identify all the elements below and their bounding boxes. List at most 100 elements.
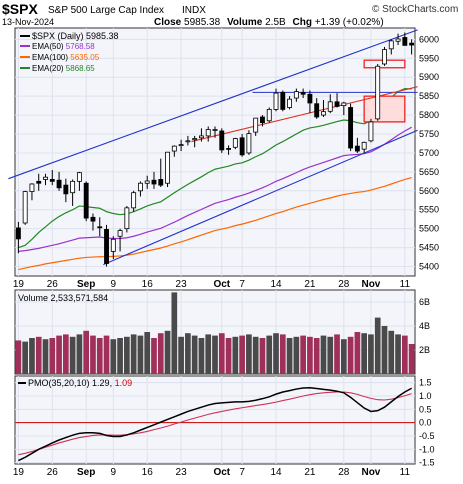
- candle-body: [192, 138, 198, 141]
- candle-body: [246, 133, 252, 154]
- candle-body: [388, 40, 394, 50]
- volume-tick-label: 2B: [419, 345, 430, 355]
- x-tick-label-bottom: 28: [338, 467, 350, 478]
- candle-body: [56, 179, 62, 189]
- volume-bar: [42, 339, 49, 374]
- volume-bar: [212, 335, 218, 374]
- legend-label-ema20: EMA(20) 5868.65: [32, 64, 95, 73]
- x-tick-label-top: Nov: [361, 279, 380, 290]
- candle-body: [321, 111, 326, 116]
- candle-body: [144, 180, 150, 184]
- candle-body: [22, 191, 28, 224]
- candle-body: [382, 49, 387, 65]
- volume-bar: [178, 336, 184, 374]
- candle-body: [97, 226, 103, 229]
- volume-bar: [185, 333, 191, 374]
- candle-body: [280, 91, 286, 110]
- candle-body: [110, 238, 116, 252]
- x-tick-label-bottom: Nov: [361, 467, 380, 478]
- price-tick-label: 5400: [419, 262, 439, 272]
- volume-bar: [239, 335, 245, 374]
- volume-label: Volume 2,533,571,584: [18, 293, 108, 303]
- x-tick-label-bottom: 16: [142, 467, 154, 478]
- volume-bar: [266, 335, 273, 374]
- pmo-tick-label: -0.5: [419, 431, 435, 441]
- candle-body: [239, 137, 245, 156]
- candle-body: [117, 230, 123, 237]
- volume-bar: [171, 292, 178, 374]
- volume-bar: [327, 336, 334, 374]
- x-tick-label-top: 19: [13, 279, 25, 290]
- pmo-tick-label: 1.5: [419, 378, 432, 388]
- legend-label-ema50: EMA(50) 5768.58: [32, 42, 95, 51]
- x-tick-label-bottom: Oct: [213, 467, 230, 478]
- candle-body: [395, 38, 401, 42]
- candle-body: [219, 130, 225, 151]
- volume-bar: [279, 334, 286, 374]
- pmo-tick-label: 1.0: [419, 391, 432, 401]
- x-tick-label-bottom: 14: [270, 467, 282, 478]
- index-name: S&P 500 Large Cap Index: [48, 5, 164, 16]
- candle-body: [70, 180, 76, 194]
- volume-bar: [117, 338, 123, 374]
- candle-body: [171, 145, 177, 152]
- candle-body: [341, 102, 347, 107]
- volume-bar: [15, 340, 22, 374]
- price-tick-label: 5750: [419, 129, 439, 139]
- highlight-box: [363, 95, 406, 123]
- volume-bar: [137, 335, 144, 374]
- pmo-line: [18, 386, 412, 462]
- pmo-label: PMO(35,20,10) 1.29, 1.09: [28, 378, 132, 388]
- candle-body: [368, 121, 374, 142]
- volume-bar: [246, 334, 252, 374]
- price-tick-label: 5950: [419, 53, 439, 63]
- x-axis-top: 19 26 Sep 9 16 23 Oct 7 14 21 28 Nov 11: [13, 279, 411, 290]
- candle-body: [212, 129, 218, 131]
- candle-body: [43, 176, 48, 180]
- candle-body: [293, 91, 299, 99]
- candle-body: [361, 141, 367, 150]
- volume-bar: [22, 341, 29, 374]
- x-tick-label-bottom: 23: [176, 467, 188, 478]
- trend-lines: [8, 29, 418, 266]
- volume-bar: [395, 334, 401, 374]
- x-tick-label-top: 21: [304, 279, 316, 290]
- price-legend: $SPX (Daily) 5985.38 EMA(50) 5768.58 EMA…: [20, 31, 119, 73]
- trendline: [103, 129, 418, 266]
- volume-bars: [15, 292, 415, 374]
- x-tick-label-top: 7: [239, 279, 245, 290]
- candle-body: [327, 101, 333, 112]
- x-tick-label-bottom: 19: [13, 467, 25, 478]
- volume-bar: [225, 338, 232, 374]
- price-tick-label: 5900: [419, 72, 439, 82]
- candle-body: [29, 183, 35, 192]
- candle-body: [63, 184, 69, 195]
- candle-body: [185, 140, 191, 143]
- candle-body: [104, 229, 109, 264]
- candle-body: [402, 37, 408, 46]
- pmo-tick-label: 0.0: [419, 418, 432, 428]
- price-tick-label: 5800: [419, 110, 439, 120]
- candle-body: [226, 148, 231, 150]
- pmo-tick-label: 0.5: [419, 404, 432, 414]
- volume-bar: [388, 330, 395, 374]
- candle-body: [76, 172, 82, 182]
- candle-body: [273, 92, 279, 110]
- candle-body: [15, 227, 21, 240]
- volume-bar: [232, 336, 239, 374]
- volume-tick-label: 4B: [419, 321, 430, 331]
- candle-body: [375, 65, 381, 120]
- price-tick-label: 5550: [419, 205, 439, 215]
- candle-body: [260, 116, 265, 124]
- volume-bar: [29, 338, 35, 374]
- volume-bar: [259, 338, 266, 374]
- volume-bar: [103, 335, 110, 374]
- x-tick-label-bottom: 21: [304, 467, 316, 478]
- candle-body: [49, 179, 55, 182]
- candle-body: [178, 144, 184, 147]
- legend-label-ema100: EMA(100) 5635.05: [32, 53, 100, 62]
- candle-body: [266, 109, 272, 122]
- legend-label-price: $SPX (Daily) 5985.38: [32, 31, 119, 41]
- volume-bar: [340, 339, 347, 374]
- pmo-signal-line: [18, 391, 412, 456]
